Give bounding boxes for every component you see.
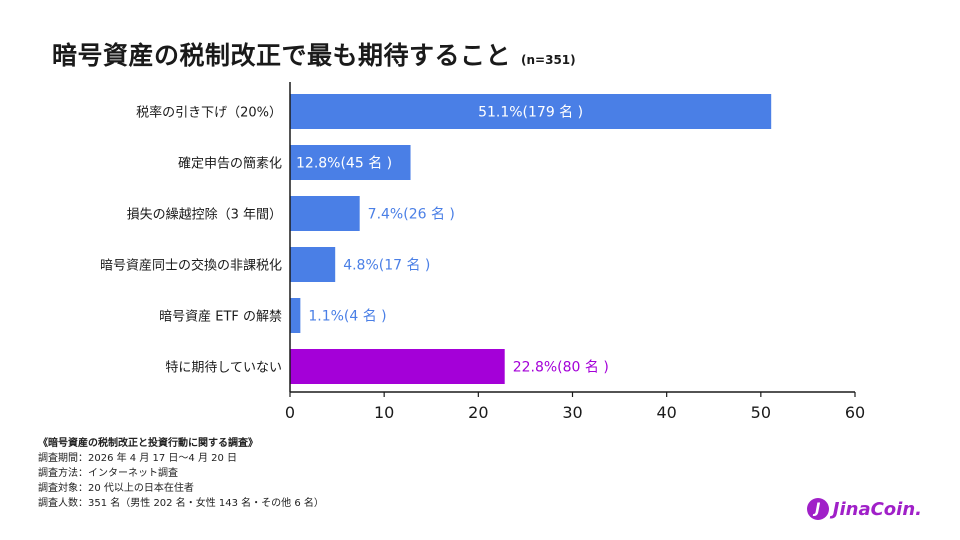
bar-0 [290,94,772,129]
data-label-3: 4.8%(17 名 ) [343,258,430,274]
category-label-4: 暗号資産 ETF の解禁 [159,309,282,325]
bar-2 [290,196,360,231]
category-label-2: 損失の繰越控除（3 年間） [127,208,282,223]
logo-icon: J [806,498,829,520]
survey-target: 調査対象：20 代以上の日本在住者 [38,483,194,494]
category-label-5: 特に期待していない [165,361,282,376]
bar-1 [290,145,411,180]
x-tick-label-2: 20 [468,403,488,422]
survey-method: 調査方法：インターネット調査 [38,468,178,479]
survey-heading: 《暗号資産の税制改正と投資行動に関する調査》 [38,438,258,449]
category-label-3: 暗号資産同士の交換の非課税化 [100,258,282,274]
data-label-2: 7.4%(26 名 ) [368,207,455,223]
survey-period: 調査期間：2026 年 4 月 17 日〜4 月 20 日 [38,453,238,464]
data-label-0: 51.1%(179 名 ) [478,105,583,121]
survey-count: 調査人数：351 名（男性 202 名・女性 143 名・その他 6 名） [38,498,324,509]
title-row: 暗号資産の税制改正で最も期待すること (n=351) [52,36,576,72]
data-label-5: 22.8%(80 名 ) [513,360,609,376]
category-label-1: 確定申告の簡素化 [178,156,282,172]
logo-text: JinaCoin. [832,498,922,520]
x-tick-label-6: 60 [845,403,865,422]
bar-5 [290,349,505,384]
jinacoin-logo: J JinaCoin. [806,498,922,520]
x-tick-label-5: 50 [751,403,771,422]
x-tick-label-1: 10 [374,403,394,422]
bar-3 [290,247,336,282]
data-label-1: 12.8%(45 名 ) [296,156,392,172]
chart-title: 暗号資産の税制改正で最も期待すること [52,41,512,70]
bar-chart: 税率の引き下げ（20%） 51.1%(179 名 ) 確定申告の簡素化 12.8%(4… [100,82,865,422]
data-label-4: 1.1%(4 名 ) [308,309,386,325]
x-tick-label-3: 30 [562,403,582,422]
survey-footer: 《暗号資産の税制改正と投資行動に関する調査》 調査期間：2026 年 4 月 1… [38,436,324,511]
bar-4 [290,298,301,333]
x-tick-label-4: 40 [656,403,676,422]
x-tick-label-0: 0 [285,403,295,422]
category-label-0: 税率の引き下げ（20%） [136,105,282,121]
sample-size: (n=351) [521,53,576,67]
